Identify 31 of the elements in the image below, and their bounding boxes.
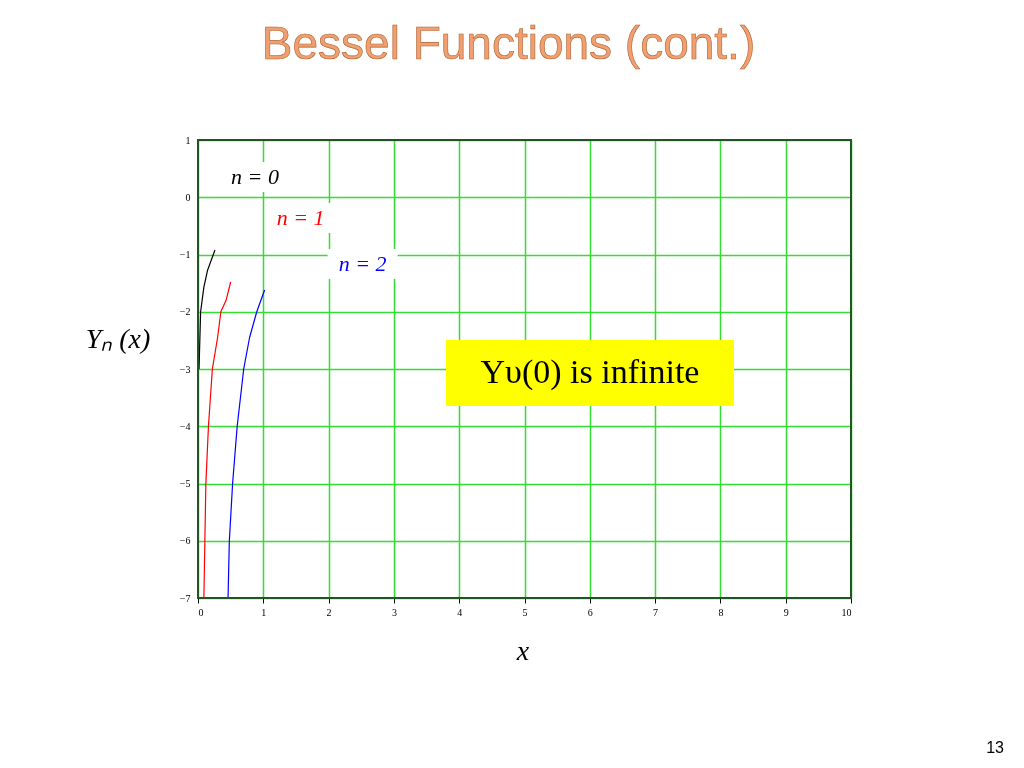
x-tick-label: 2 — [326, 606, 332, 618]
x-tick-label: 8 — [718, 606, 724, 618]
y-tick-label: −3 — [179, 363, 191, 375]
x-tick-label: 6 — [587, 606, 593, 618]
x-tick-label: 7 — [653, 606, 659, 618]
y-tick-label: −6 — [179, 535, 191, 547]
text: n = 0 — [231, 163, 279, 189]
line-series — [203, 281, 232, 598]
x-tick-label: 4 — [457, 606, 463, 618]
line-series — [198, 249, 216, 370]
y-tick-label: −4 — [179, 420, 191, 432]
x-tick-label: 1 — [261, 606, 267, 618]
x-tick-label: 3 — [391, 606, 397, 618]
y-axis-title: Yₙ (x) — [85, 323, 151, 354]
annotation: Yυ(0) is infinite — [480, 353, 700, 391]
x-tick-label: 5 — [522, 606, 528, 618]
chart-title: Bessel Functions (cont.) — [261, 17, 756, 69]
y-tick-label: 0 — [185, 191, 191, 203]
text: n = 2 — [338, 250, 387, 276]
x-tick-label: 10 — [841, 606, 852, 618]
y-tick-label: 1 — [185, 134, 191, 146]
y-tick-label: −2 — [179, 306, 191, 318]
y-tick-label: −7 — [179, 592, 191, 604]
text: 13 — [986, 739, 1005, 756]
line-series — [227, 289, 266, 598]
x-tick-label: 9 — [783, 606, 789, 618]
text: n = 1 — [276, 204, 325, 230]
x-tick-label: 0 — [198, 606, 204, 618]
y-tick-label: −1 — [179, 249, 191, 260]
y-tick-label: −5 — [179, 478, 191, 489]
x-axis-title: x — [515, 635, 530, 666]
